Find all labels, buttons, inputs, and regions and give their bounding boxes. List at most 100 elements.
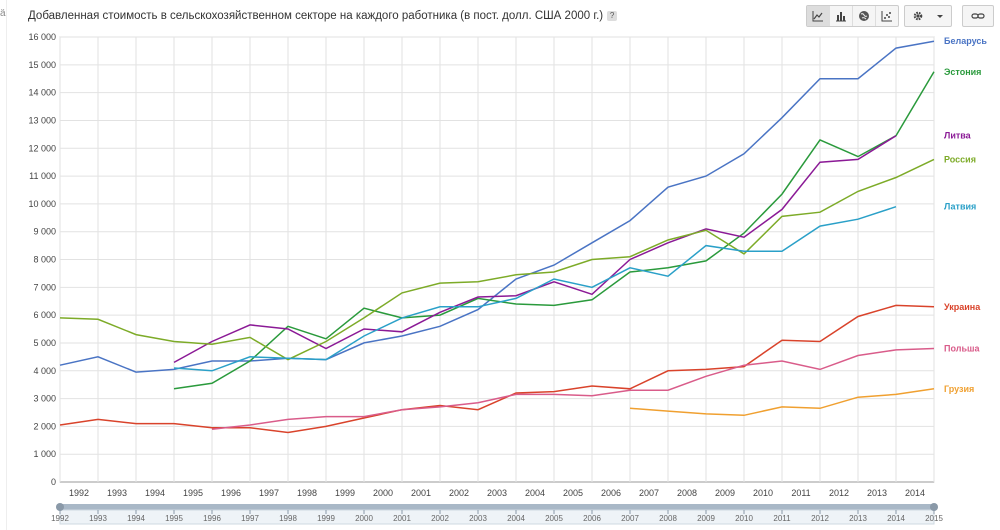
settings-menu[interactable] bbox=[904, 5, 952, 27]
x-tick-label: 1999 bbox=[335, 488, 355, 498]
slider-tick-label: 1997 bbox=[241, 514, 259, 523]
slider-tick-label: 1996 bbox=[203, 514, 221, 523]
y-tick-label: 13 000 bbox=[28, 115, 56, 125]
y-tick-label: 1 000 bbox=[33, 449, 56, 459]
series-label: Беларусь bbox=[944, 36, 987, 46]
slider-tick-label: 1998 bbox=[279, 514, 297, 523]
x-tick-label: 2001 bbox=[411, 488, 431, 498]
slider-tick-label: 2004 bbox=[507, 514, 525, 523]
link-icon bbox=[971, 13, 985, 19]
series-line bbox=[173, 205, 897, 372]
series-label: Украина bbox=[944, 302, 981, 312]
share-link[interactable] bbox=[962, 5, 994, 27]
y-tick-label: 2 000 bbox=[33, 421, 56, 431]
time-range-slider: 1992 1993 1994 1995 1996 1997 1998 1999 2000 2001… bbox=[51, 503, 943, 525]
scatter-chart-button[interactable] bbox=[876, 6, 898, 26]
slider-tick-label: 2011 bbox=[773, 514, 791, 523]
slider-handle-left[interactable] bbox=[56, 503, 64, 511]
bar-chart-icon bbox=[836, 12, 846, 22]
slider-tick-label: 1993 bbox=[89, 514, 107, 523]
x-tick-label: 1996 bbox=[221, 488, 241, 498]
series-line bbox=[629, 388, 935, 417]
series-line bbox=[173, 71, 935, 390]
x-tick-label: 2003 bbox=[487, 488, 507, 498]
line-chart-button[interactable] bbox=[807, 6, 830, 26]
x-tick-label: 2005 bbox=[563, 488, 583, 498]
slider-tick-label: 2015 bbox=[925, 514, 943, 523]
gear-icon bbox=[913, 11, 923, 21]
series-label: Эстония bbox=[944, 67, 981, 77]
series-line bbox=[59, 40, 935, 373]
y-tick-label: 14 000 bbox=[28, 88, 56, 98]
y-tick-label: 4 000 bbox=[33, 366, 56, 376]
chart-header: Добавленная стоимость в сельскохозяйстве… bbox=[0, 0, 1000, 32]
slider-tick-label: 2001 bbox=[393, 514, 411, 523]
x-tick-label: 2010 bbox=[753, 488, 773, 498]
slider-track bbox=[60, 504, 934, 510]
help-icon[interactable]: ? bbox=[607, 11, 618, 21]
slider-tick-label: 2002 bbox=[431, 514, 449, 523]
y-tick-label: 10 000 bbox=[28, 199, 56, 209]
y-tick-label: 6 000 bbox=[33, 310, 56, 320]
y-tick-label: 0 bbox=[51, 477, 56, 487]
slider-tick-label: 2007 bbox=[621, 514, 639, 523]
slider-tick-label: 1995 bbox=[165, 514, 183, 523]
series-line bbox=[59, 158, 935, 361]
y-tick-label: 9 000 bbox=[33, 227, 56, 237]
x-tick-label: 2009 bbox=[715, 488, 735, 498]
map-button[interactable] bbox=[853, 6, 876, 26]
left-edge-glyph: ä bbox=[0, 8, 6, 19]
series-line bbox=[211, 347, 935, 430]
settings-dropdown[interactable] bbox=[931, 6, 949, 26]
x-tick-label: 2014 bbox=[905, 488, 925, 498]
line-chart-icon bbox=[812, 11, 823, 22]
slider-tick-label: 2014 bbox=[887, 514, 905, 523]
chart-series-lines bbox=[59, 40, 935, 434]
y-tick-label: 11 000 bbox=[29, 171, 56, 181]
series-line bbox=[59, 304, 935, 434]
slider-handle-right[interactable] bbox=[930, 503, 938, 511]
page-title: Добавленная стоимость в сельскохозяйстве… bbox=[28, 10, 618, 22]
slider-tick-label: 1994 bbox=[127, 514, 145, 523]
settings-button[interactable] bbox=[905, 6, 931, 26]
slider-tick-label: 2000 bbox=[355, 514, 373, 523]
x-tick-label: 2004 bbox=[525, 488, 545, 498]
slider-tick-label: 1999 bbox=[317, 514, 335, 523]
series-label: Грузия bbox=[944, 384, 974, 394]
x-tick-label: 1994 bbox=[145, 488, 165, 498]
view-toggle-group bbox=[806, 5, 899, 27]
x-tick-label: 1992 bbox=[69, 488, 89, 498]
y-tick-label: 16 000 bbox=[28, 32, 56, 42]
x-tick-label: 1997 bbox=[259, 488, 279, 498]
slider-tick-label: 2006 bbox=[583, 514, 601, 523]
x-axis-ticks: 1992 1993 1994 1995 1996 1997 1998 1999 2000 2001… bbox=[69, 488, 925, 498]
y-tick-label: 7 000 bbox=[33, 282, 56, 292]
x-tick-label: 1993 bbox=[107, 488, 127, 498]
y-tick-label: 15 000 bbox=[28, 60, 56, 70]
left-panel-edge: ä bbox=[0, 0, 7, 530]
slider-tick-label: 1992 bbox=[51, 514, 69, 523]
link-button[interactable] bbox=[963, 6, 993, 26]
slider-tick-label: 2005 bbox=[545, 514, 563, 523]
slider-tick-label: 2008 bbox=[659, 514, 677, 523]
x-tick-label: 1995 bbox=[183, 488, 203, 498]
x-tick-label: 2012 bbox=[829, 488, 849, 498]
series-labels: Беларусь Эстония Литва Россия Латвия Украина П… bbox=[944, 36, 987, 394]
slider-tick-label: 2013 bbox=[849, 514, 867, 523]
x-tick-label: 2006 bbox=[601, 488, 621, 498]
slider-range bbox=[59, 509, 935, 525]
series-label: Польша bbox=[944, 344, 980, 354]
x-tick-label: 2002 bbox=[449, 488, 469, 498]
series-label: Латвия bbox=[944, 202, 976, 212]
x-tick-label: 1998 bbox=[297, 488, 317, 498]
series-label: Литва bbox=[944, 131, 972, 141]
chart-title: Добавленная стоимость в сельскохозяйстве… bbox=[28, 10, 604, 22]
bar-chart-button[interactable] bbox=[830, 6, 853, 26]
x-tick-label: 2013 bbox=[867, 488, 887, 498]
chevron-down-icon bbox=[937, 15, 943, 18]
y-tick-label: 5 000 bbox=[33, 338, 56, 348]
x-tick-label: 2007 bbox=[639, 488, 659, 498]
y-tick-label: 8 000 bbox=[33, 255, 56, 265]
x-tick-label: 2000 bbox=[373, 488, 393, 498]
slider-tick-label: 2009 bbox=[697, 514, 715, 523]
